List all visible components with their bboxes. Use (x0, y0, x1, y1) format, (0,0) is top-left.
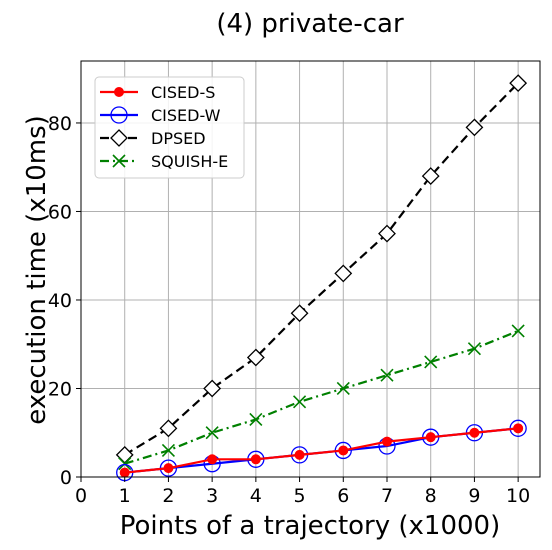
data-point (159, 419, 178, 438)
legend-box (94, 76, 245, 179)
data-point (378, 224, 396, 243)
data-point (161, 443, 175, 458)
x-tick-label: 9 (468, 485, 480, 507)
x-tick-label: 10 (506, 485, 530, 507)
legend: CISED-S CISED-W DPSED SQUISH-E (94, 76, 245, 179)
data-point (207, 454, 218, 465)
x-tick-label: 4 (250, 485, 262, 507)
series-dpsed (115, 74, 528, 464)
series-line (124, 427, 519, 474)
legend-item: DPSED (100, 129, 206, 148)
legend-label: CISED-W (151, 106, 221, 125)
data-point (336, 381, 350, 396)
x-tick-label: 7 (381, 485, 393, 507)
data-point (425, 432, 436, 443)
data-point (465, 118, 484, 137)
series-cised-s (119, 423, 524, 478)
x-tick-label: 8 (425, 485, 437, 507)
x-tick-label: 3 (206, 485, 218, 507)
plot-frame (80, 60, 541, 478)
data-point (511, 324, 525, 338)
legend-marker (112, 154, 126, 168)
data-point (293, 395, 307, 409)
data-point (421, 167, 440, 185)
data-point (509, 74, 528, 93)
data-point (338, 445, 349, 456)
data-point (424, 355, 438, 369)
y-tick-label: 60 (48, 201, 72, 223)
y-tick-label: 20 (48, 378, 72, 400)
series-squish-e (118, 324, 525, 471)
series-line (124, 82, 519, 456)
y-tick-label: 40 (48, 290, 72, 312)
data-point (115, 445, 134, 464)
y-tick-label: 80 (48, 113, 72, 135)
x-tick-label: 6 (337, 485, 349, 507)
data-point (467, 342, 481, 356)
legend-label: DPSED (151, 129, 206, 148)
axis-ticks: 0 1 2 3 4 5 6 7 8 9 10 0 20 40 60 80 (48, 113, 530, 507)
series-cised-w (116, 419, 527, 482)
data-point (246, 348, 265, 367)
data-point (290, 304, 309, 323)
data-point (163, 463, 174, 474)
y-axis-label: execution time (x10ms) (22, 115, 52, 425)
data-point (513, 423, 524, 434)
y-tick-label: 0 (60, 467, 72, 489)
legend-label: SQUISH-E (151, 152, 228, 171)
x-tick-label: 1 (119, 485, 131, 507)
data-point (203, 379, 222, 398)
plot-area (115, 74, 528, 482)
legend-item: SQUISH-E (100, 152, 228, 171)
data-point (294, 449, 305, 460)
data-point (249, 412, 263, 427)
data-point (118, 457, 132, 471)
x-tick-label: 0 (75, 485, 87, 507)
legend-item: CISED-S (100, 83, 215, 102)
data-point (250, 454, 261, 465)
series-line (124, 329, 519, 465)
legend-marker (110, 106, 128, 124)
data-point (119, 467, 130, 478)
data-point (205, 426, 219, 440)
data-point (334, 264, 353, 283)
data-point (380, 368, 394, 382)
x-tick-label: 2 (162, 485, 174, 507)
legend-label: CISED-S (151, 83, 215, 102)
legend-item: CISED-W (100, 106, 221, 125)
x-tick-label: 5 (294, 485, 306, 507)
data-point (382, 436, 392, 447)
legend-marker (110, 129, 128, 147)
legend-marker (114, 87, 124, 97)
x-axis-label: Points of a trajectory (x1000) (120, 511, 501, 541)
data-point (469, 427, 480, 438)
chart-title: (4) private-car (216, 9, 404, 39)
